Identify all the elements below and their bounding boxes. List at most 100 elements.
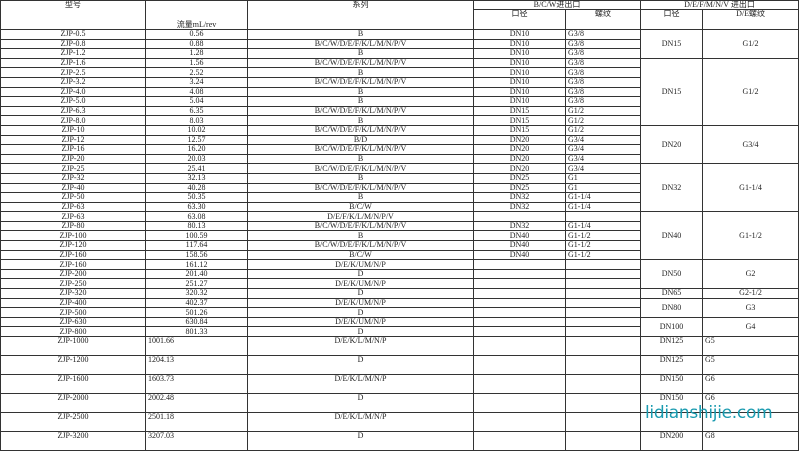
bcw-dn-cell bbox=[473, 326, 566, 337]
def-dn-cell: DN125 bbox=[640, 355, 704, 375]
bcw-dn-cell: DN10 bbox=[473, 67, 566, 78]
flow-cell: 10.02 bbox=[145, 124, 248, 136]
def-dn-cell: DN32 bbox=[640, 163, 704, 213]
bcw-dn-cell: DN10 bbox=[473, 29, 566, 40]
series-cell: D/E/K/UM/N/P bbox=[247, 297, 474, 309]
def-thread-cell: G2-1/2 bbox=[702, 288, 800, 299]
flow-cell: 501.26 bbox=[145, 307, 248, 318]
model-cell: ZJP-10 bbox=[0, 124, 146, 136]
series-cell: D/E/K/UM/N/P bbox=[247, 316, 474, 328]
series-cell: B/C/W/D/E/F/K/L/M/N/P/V bbox=[247, 105, 474, 117]
bcw-thread-cell bbox=[564, 211, 642, 222]
flow-cell: 161.12 bbox=[145, 259, 248, 270]
def-thread-cell: G4 bbox=[702, 316, 800, 338]
model-cell: ZJP-25 bbox=[0, 163, 146, 174]
bcw-dn-cell: DN10 bbox=[473, 57, 566, 69]
flow-cell: 2002.48 bbox=[145, 393, 248, 413]
flow-cell: 158.56 bbox=[145, 249, 248, 261]
bcw-thread-cell bbox=[564, 259, 642, 270]
model-cell: ZJP-160 bbox=[0, 259, 146, 270]
bcw-dn-cell: DN10 bbox=[473, 96, 566, 107]
model-cell: ZJP-500 bbox=[0, 307, 146, 318]
def-thread-cell: G1-1/4 bbox=[702, 163, 800, 213]
flow-cell: 63.08 bbox=[145, 211, 248, 222]
model-cell: ZJP-4.0 bbox=[0, 86, 146, 98]
table-row: ZJP-2000 2002.48 D DN150 G6 bbox=[0, 393, 800, 413]
def-thread-cell: G5 bbox=[702, 336, 800, 356]
series-cell: D/E/K/L/M/N/P bbox=[247, 336, 474, 356]
model-cell: ZJP-1000 bbox=[0, 336, 146, 356]
bcw-thread-cell: G3/8 bbox=[564, 48, 642, 59]
series-cell: D bbox=[247, 393, 474, 413]
bcw-thread-cell: G1/2 bbox=[564, 124, 642, 136]
model-cell: ZJP-16 bbox=[0, 144, 146, 155]
flow-cell: 251.27 bbox=[145, 278, 248, 290]
table-row: ZJP-1200 1204.13 D DN125 G5 bbox=[0, 355, 800, 375]
series-cell: B/C/W/D/E/F/K/L/M/N/P/V bbox=[247, 240, 474, 251]
header-flow: 流量mL/rev bbox=[145, 0, 248, 30]
table-row: ZJP-320 320.32 D DN65 G2-1/2 bbox=[0, 288, 800, 299]
bcw-thread-cell: G3/4 bbox=[564, 134, 642, 146]
flow-cell: 16.20 bbox=[145, 144, 248, 155]
flow-cell: 100.59 bbox=[145, 230, 248, 242]
series-cell: B/C/W bbox=[247, 201, 474, 213]
series-cell: D bbox=[247, 288, 474, 299]
bcw-dn-cell: DN15 bbox=[473, 124, 566, 136]
flow-cell: 201.40 bbox=[145, 268, 248, 280]
flow-cell: 3207.03 bbox=[145, 431, 248, 451]
bcw-dn-cell bbox=[473, 431, 566, 451]
def-dn-cell: DN100 bbox=[640, 316, 704, 338]
bcw-dn-cell bbox=[473, 211, 566, 222]
bcw-thread-cell bbox=[564, 316, 642, 328]
table-row: ZJP-160 161.12 D/E/K/UM/N/P DN50 G2 bbox=[0, 259, 800, 290]
model-cell: ZJP-3200 bbox=[0, 431, 146, 451]
header-def-group: D/E/F/M/N/V 进出口 bbox=[640, 0, 800, 10]
flow-cell: 25.41 bbox=[145, 163, 248, 174]
model-cell: ZJP-50 bbox=[0, 192, 146, 203]
table-row: ZJP-10 10.02 B/C/W/D/E/F/K/L/M/N/P/V DN15 G1… bbox=[0, 124, 800, 165]
def-thread-cell: G5 bbox=[702, 355, 800, 375]
table-row: ZJP-160 158.56 B/C/W DN40 G1-1/2 bbox=[0, 249, 799, 261]
model-cell: ZJP-100 bbox=[0, 230, 146, 242]
bcw-thread-cell: G1-1/2 bbox=[564, 249, 642, 261]
def-thread-cell: G1/2 bbox=[702, 57, 800, 126]
bcw-dn-cell bbox=[473, 336, 566, 356]
bcw-thread-cell bbox=[564, 326, 642, 337]
model-cell: ZJP-63 bbox=[0, 211, 146, 222]
bcw-dn-cell: DN32 bbox=[473, 201, 566, 213]
series-cell: B bbox=[247, 86, 474, 98]
def-dn-cell: DN50 bbox=[640, 259, 704, 290]
table-row: ZJP-0.5 0.56 B DN10 G3/8 DN15 G1/2 bbox=[0, 29, 800, 59]
bcw-dn-cell: DN20 bbox=[473, 163, 566, 174]
flow-cell: 1001.66 bbox=[145, 336, 248, 356]
model-cell: ZJP-800 bbox=[0, 326, 146, 337]
series-cell: B/C/W/D/E/F/K/L/M/N/P/V bbox=[247, 38, 474, 50]
bcw-thread-cell: G3/8 bbox=[564, 76, 642, 88]
bcw-dn-cell: DN40 bbox=[473, 249, 566, 261]
series-cell: D bbox=[247, 268, 474, 280]
header-bcw-dn: 口径 bbox=[473, 9, 566, 30]
header-def-dn: 口径 bbox=[640, 9, 704, 30]
def-dn-cell: DN20 bbox=[640, 124, 704, 165]
bcw-thread-cell bbox=[564, 297, 642, 309]
series-cell: D bbox=[247, 355, 474, 375]
flow-cell: 50.35 bbox=[145, 192, 248, 203]
header-bcw-group: B/C/W进出口 bbox=[472, 0, 642, 10]
def-thread-cell: G6 bbox=[702, 374, 800, 394]
model-cell: ZJP-630 bbox=[0, 316, 146, 328]
model-cell: ZJP-2500 bbox=[0, 412, 146, 432]
model-cell: ZJP-0.5 bbox=[0, 29, 146, 40]
model-cell: ZJP-160 bbox=[0, 249, 146, 261]
series-cell: B bbox=[247, 96, 474, 107]
def-dn-cell: DN15 bbox=[640, 57, 704, 126]
series-cell: D bbox=[247, 307, 474, 318]
table-row: ZJP-5.0 5.04 B DN10 G3/8 bbox=[0, 96, 799, 107]
flow-cell: 801.33 bbox=[145, 326, 248, 337]
model-cell: ZJP-2000 bbox=[0, 393, 146, 413]
bcw-dn-cell: DN10 bbox=[473, 76, 566, 88]
series-cell: B/C/W/D/E/F/K/L/M/N/P/V bbox=[247, 220, 474, 232]
model-cell: ZJP-6.3 bbox=[0, 105, 146, 117]
bcw-dn-cell: DN20 bbox=[473, 144, 566, 155]
bcw-dn-cell bbox=[473, 278, 566, 290]
def-thread-cell: G1/2 bbox=[702, 29, 800, 59]
